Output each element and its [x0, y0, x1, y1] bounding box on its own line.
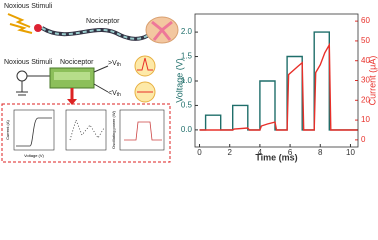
stimulus-label: Noxious Stimuli: [4, 59, 53, 66]
inset-label: Voltage (V): [24, 153, 44, 158]
threshold-text: <V: [108, 90, 117, 97]
threshold-text: >V: [108, 60, 117, 67]
y-axis-label: Voltage (V): [174, 58, 184, 103]
y2-tick-label: 30: [361, 76, 370, 85]
x-axis-label: Time (ms): [255, 152, 297, 162]
grey-matter: [151, 20, 173, 41]
threshold-label: >Vth: [108, 60, 121, 68]
nociceptor-label: Nociceptor: [60, 59, 94, 66]
y-tick-label: 0.0: [181, 125, 193, 134]
source: [16, 70, 28, 82]
output-on: [134, 55, 156, 77]
arrow-head: [67, 99, 77, 105]
series-line: [199, 31, 358, 131]
ground: [16, 81, 28, 96]
stimulus-label: Noxious Stimuli: [4, 3, 53, 10]
inset-plot: [119, 109, 165, 151]
y2-tick-label: 0: [361, 135, 366, 144]
device-layer: [54, 72, 90, 80]
y-tick-label: 2.0: [181, 27, 193, 36]
y2-tick-label: 40: [361, 56, 370, 65]
neuron-body: [34, 24, 42, 32]
series-line: [199, 42, 358, 131]
axon-myelin: [41, 27, 151, 40]
x-tick-label: 10: [346, 148, 355, 157]
y2-tick-label: 10: [361, 115, 370, 124]
plot-frame: [194, 13, 359, 148]
threshold-label: <Vth: [108, 90, 121, 98]
x-tick-label: 8: [318, 148, 323, 157]
x-tick-label: 0: [197, 148, 202, 157]
x-tick-label: 4: [258, 148, 263, 157]
y2-tick-label: 50: [361, 36, 370, 45]
y2-tick-label: 20: [361, 95, 370, 104]
x-tick-label: 6: [288, 148, 293, 157]
y-tick-label: 1.0: [181, 76, 193, 85]
inset-label: Oscillating power (W): [111, 110, 116, 149]
inset-label: Current (A): [5, 119, 10, 139]
inset-curve: [124, 121, 162, 141]
inset-plot: [13, 109, 55, 151]
threshold-sub: th: [117, 62, 121, 68]
y-tick-label: 1.5: [181, 52, 193, 61]
branch: [93, 65, 109, 93]
chart: 0 2 4 6 8 10 0.0 0.5 1.0 1.5 2.0 0 10 20 30 40 50 60 Time …: [174, 13, 377, 162]
nociceptor-label: Nociceptor: [86, 18, 120, 25]
y2-axis-label: Current (μA): [367, 56, 377, 106]
threshold-sub: th: [117, 92, 121, 98]
x-tick-label: 2: [227, 148, 232, 157]
figure: Noxious Stimuli Nociceptor Noxious Stimu…: [1, 3, 377, 163]
diagram: Noxious Stimuli Nociceptor Noxious Stimu…: [1, 3, 179, 163]
inset-frame: [1, 103, 171, 163]
lightning: [7, 13, 33, 34]
y2-tick-label: 60: [361, 16, 370, 25]
spike: [137, 57, 153, 71]
y-tick-label: 0.5: [181, 101, 193, 110]
inset-plot: [65, 109, 107, 151]
inset-curve: [16, 117, 52, 147]
